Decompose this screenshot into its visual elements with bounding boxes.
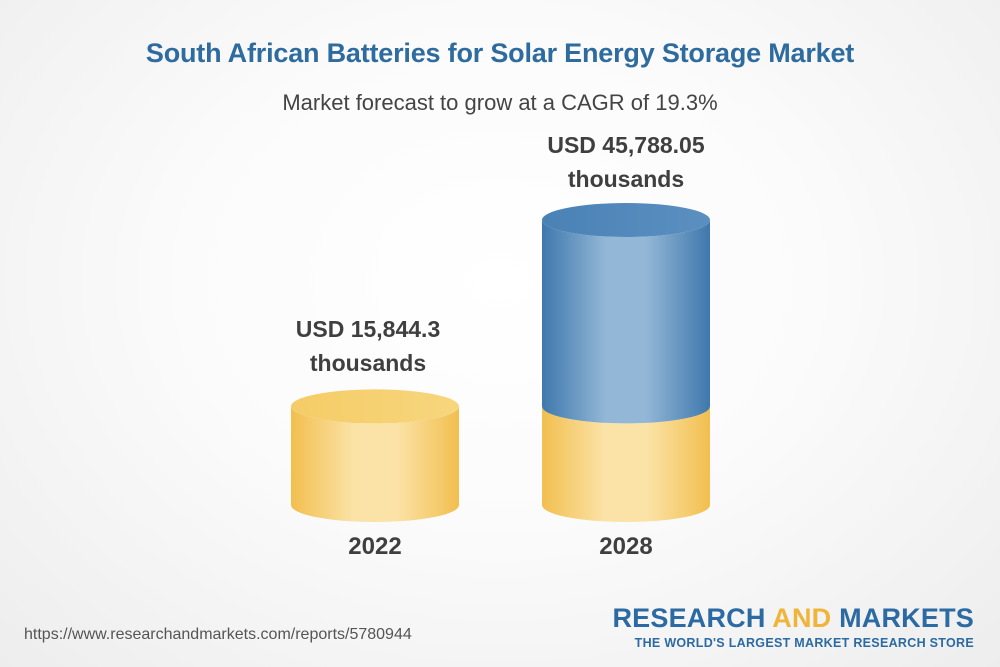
- x-tick-label-2028: 2028: [599, 533, 653, 560]
- brand-name-and: AND: [772, 603, 832, 633]
- bar-2028-top-cap: [542, 203, 710, 237]
- brand-tagline: THE WORLD'S LARGEST MARKET RESEARCH STOR…: [634, 636, 974, 650]
- source-url[interactable]: https://www.researchandmarkets.com/repor…: [24, 626, 412, 643]
- bar-2022-base-segment: [291, 406, 459, 522]
- chart-subtitle: Market forecast to grow at a CAGR of 19.…: [282, 90, 718, 115]
- value-label-2028-unit: thousands: [567, 166, 685, 192]
- bar-2028-base-segment: [542, 406, 710, 522]
- value-label-2022-unit: thousands: [309, 350, 427, 376]
- bar-2022-top-cap: [291, 389, 459, 424]
- x-tick-label-2022: 2022: [348, 533, 402, 560]
- brand-name-research: RESEARCH: [612, 603, 766, 633]
- brand-logo: RESEARCH AND MARKETS THE WORLD'S LARGEST…: [612, 603, 974, 650]
- bar-2028-growth-segment: [542, 220, 710, 424]
- value-label-2022: USD 15,844.3 thousands: [218, 312, 518, 380]
- value-label-2028-amount: USD 45,788.05: [547, 132, 705, 158]
- chart-title: South African Batteries for Solar Energy…: [145, 38, 855, 68]
- brand-name-markets: MARKETS: [839, 603, 974, 633]
- value-label-2022-amount: USD 15,844.3: [295, 316, 441, 342]
- brand-name: RESEARCH AND MARKETS: [612, 603, 974, 633]
- value-label-2028: USD 45,788.05 thousands: [476, 128, 776, 196]
